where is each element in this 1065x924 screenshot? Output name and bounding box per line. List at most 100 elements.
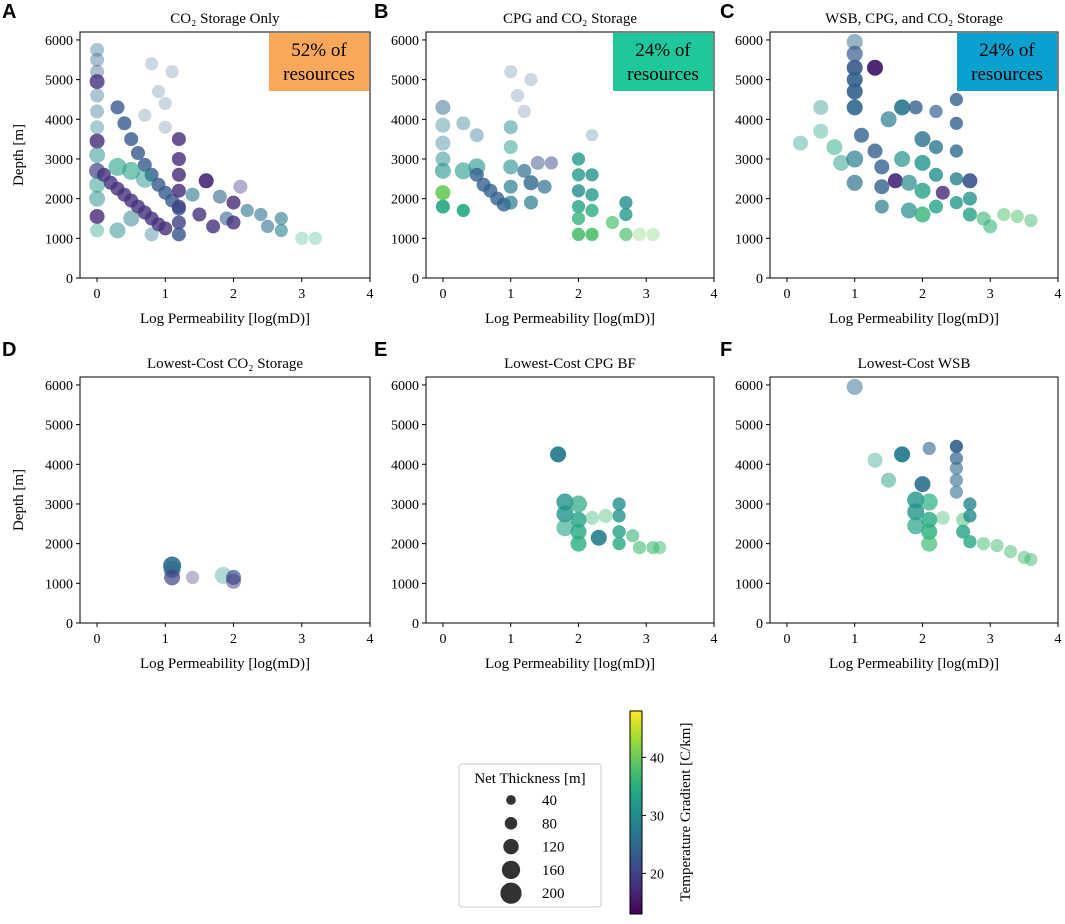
y-tick-label: 2000	[391, 193, 419, 208]
data-point	[612, 525, 626, 539]
data-point	[887, 173, 903, 189]
data-point	[530, 155, 545, 170]
data-point	[434, 162, 451, 179]
data-point	[585, 168, 599, 182]
data-point	[171, 199, 186, 214]
data-point	[949, 451, 964, 465]
y-tick-label: 4000	[735, 113, 763, 128]
panel-title: WSB, CPG, and CO₂ Storage	[825, 11, 1003, 27]
resources-text: resources	[283, 64, 355, 85]
data-point	[963, 535, 977, 549]
data-point	[151, 84, 166, 99]
data-point	[846, 83, 863, 100]
colorbar-ticks: 20 30 40	[642, 751, 664, 882]
data-point	[956, 524, 971, 539]
data-point	[570, 535, 587, 552]
data-point	[456, 116, 471, 131]
panel-title: Lowest-Cost CO₂ Storage	[147, 356, 303, 372]
data-point	[590, 529, 607, 546]
y-tick-label: 2000	[45, 193, 73, 208]
x-tick-label: 0	[94, 287, 101, 302]
data-point	[570, 511, 587, 528]
x-tick-label: 3	[643, 287, 650, 302]
data-point	[612, 497, 626, 511]
data-point	[894, 99, 911, 116]
panel-title: CPG and CO₂ Storage	[503, 11, 637, 27]
data-point	[914, 476, 931, 493]
y-tick-label: 4000	[391, 113, 419, 128]
y-tick-label: 0	[756, 617, 763, 632]
data-point	[921, 511, 938, 528]
data-point	[556, 493, 574, 511]
data-point	[544, 156, 559, 170]
data-point	[1024, 213, 1038, 228]
data-point	[435, 185, 451, 201]
x-tick-label: 4	[367, 632, 374, 647]
data-point	[503, 120, 518, 135]
data-point	[171, 183, 186, 198]
y-tick-label: 1000	[391, 232, 419, 247]
resources-text: 52% of	[291, 40, 347, 61]
data-point	[1024, 552, 1038, 567]
data-point	[89, 74, 105, 90]
data-point	[110, 100, 125, 115]
data-point	[308, 231, 322, 245]
data-point	[90, 42, 105, 57]
data-point	[556, 519, 574, 537]
panel-letter: F	[720, 339, 732, 361]
net-thickness-legend: Net Thickness [m] 40 80 120 160 200	[458, 763, 602, 908]
panel-b: B CPG and CO₂ Storage 24% of resources 0 1 2 3 4…	[374, 1, 718, 327]
data-point	[137, 157, 152, 172]
resources-text: resources	[627, 64, 699, 85]
data-point	[983, 219, 998, 234]
data-point	[550, 446, 567, 463]
data-point	[653, 541, 667, 555]
x-tick-label: 0	[783, 287, 790, 302]
data-point	[949, 461, 964, 475]
data-point	[158, 221, 173, 236]
y-tick-label: 4000	[735, 458, 763, 473]
data-point	[874, 179, 890, 195]
data-point	[212, 189, 227, 204]
y-tick-label: 1000	[735, 232, 763, 247]
data-point	[240, 203, 254, 218]
data-point	[571, 184, 586, 198]
data-point	[612, 537, 626, 551]
data-point	[846, 33, 863, 50]
data-point	[131, 146, 145, 160]
data-point	[894, 446, 911, 463]
legend-label: 40	[542, 793, 557, 809]
x-axis-label: Log Permeability [log(mD)]	[829, 656, 999, 672]
data-point	[517, 163, 532, 178]
data-point	[914, 182, 931, 199]
x-tick-label: 0	[783, 632, 790, 647]
data-point	[874, 159, 890, 175]
x-tick-label: 2	[919, 287, 926, 302]
data-point	[929, 199, 943, 214]
resources-text: 24% of	[635, 40, 691, 61]
data-point	[571, 227, 586, 241]
panel-d: D Lowest-Cost CO₂ Storage 0 1 2 3 4 0 1000 2000 30…	[2, 339, 374, 672]
data-points	[793, 33, 1038, 234]
x-tick-label: 3	[987, 632, 994, 647]
data-point	[233, 179, 248, 194]
legend-marker	[506, 795, 516, 805]
data-point	[435, 151, 451, 167]
data-point	[867, 59, 883, 76]
legend-marker	[504, 817, 518, 830]
y-tick-label: 4000	[45, 458, 73, 473]
data-point	[226, 215, 241, 230]
data-point	[90, 120, 105, 135]
data-point	[510, 88, 525, 103]
x-tick-label: 3	[298, 287, 305, 302]
data-point	[922, 441, 936, 455]
data-point	[454, 162, 472, 180]
y-tick-label: 5000	[45, 419, 73, 434]
data-point	[186, 570, 200, 585]
data-point	[914, 206, 931, 223]
panel-title: Lowest-Cost CPG BF	[504, 356, 636, 372]
data-point	[605, 215, 620, 230]
data-point	[921, 523, 938, 540]
data-point	[171, 152, 186, 166]
